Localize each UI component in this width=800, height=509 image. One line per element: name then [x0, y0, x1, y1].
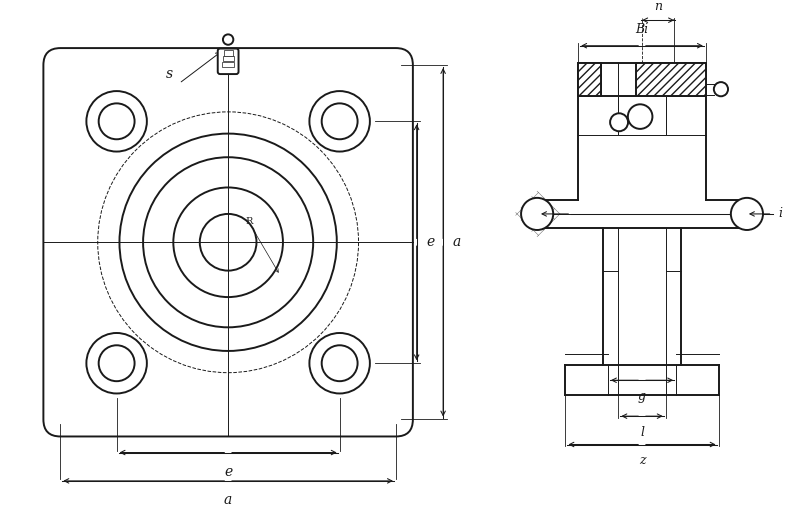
Bar [223, 50, 233, 55]
Circle shape [731, 198, 763, 230]
Circle shape [86, 333, 147, 393]
Circle shape [322, 103, 358, 139]
Circle shape [310, 91, 370, 152]
Text: a: a [453, 235, 461, 249]
Circle shape [310, 333, 370, 393]
Circle shape [521, 198, 554, 230]
Text: R: R [246, 217, 253, 226]
Circle shape [628, 104, 653, 129]
Text: Bi: Bi [635, 23, 649, 36]
Circle shape [714, 82, 728, 96]
Bar [222, 56, 234, 61]
Circle shape [322, 345, 358, 381]
Circle shape [223, 35, 234, 45]
Text: e: e [224, 465, 232, 479]
Text: z: z [638, 454, 646, 467]
Text: s: s [166, 67, 173, 81]
Bar [222, 62, 234, 67]
Bar [578, 63, 602, 96]
Text: a: a [224, 493, 232, 507]
Bar [636, 63, 706, 96]
Text: n: n [654, 0, 662, 13]
Text: i: i [778, 208, 782, 220]
Circle shape [98, 103, 134, 139]
Text: g: g [638, 390, 646, 403]
Text: l: l [640, 426, 644, 439]
FancyBboxPatch shape [43, 48, 413, 437]
Circle shape [98, 345, 134, 381]
FancyBboxPatch shape [218, 48, 238, 74]
Text: e: e [426, 235, 434, 249]
Bar [618, 96, 666, 135]
Circle shape [86, 91, 147, 152]
Circle shape [610, 114, 628, 131]
